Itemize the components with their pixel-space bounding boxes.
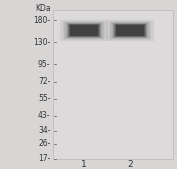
FancyBboxPatch shape [67, 23, 101, 38]
Text: KDa: KDa [35, 4, 50, 13]
FancyBboxPatch shape [64, 21, 104, 39]
Text: 180-: 180- [33, 16, 50, 25]
Text: 17-: 17- [38, 154, 50, 163]
FancyBboxPatch shape [114, 24, 146, 37]
Text: 72-: 72- [38, 77, 50, 87]
Text: 95-: 95- [38, 60, 50, 69]
FancyBboxPatch shape [106, 20, 154, 41]
Text: 130-: 130- [33, 38, 50, 47]
FancyBboxPatch shape [70, 25, 98, 36]
FancyBboxPatch shape [113, 23, 147, 38]
FancyBboxPatch shape [68, 24, 100, 37]
FancyBboxPatch shape [110, 21, 150, 39]
FancyBboxPatch shape [60, 20, 108, 41]
Text: 34-: 34- [38, 126, 50, 136]
Text: 1: 1 [81, 160, 87, 169]
Text: 26-: 26- [38, 139, 50, 148]
Text: 43-: 43- [38, 111, 50, 120]
FancyBboxPatch shape [116, 25, 144, 36]
FancyBboxPatch shape [53, 10, 173, 159]
Text: 55-: 55- [38, 94, 50, 103]
Text: 2: 2 [127, 160, 133, 169]
